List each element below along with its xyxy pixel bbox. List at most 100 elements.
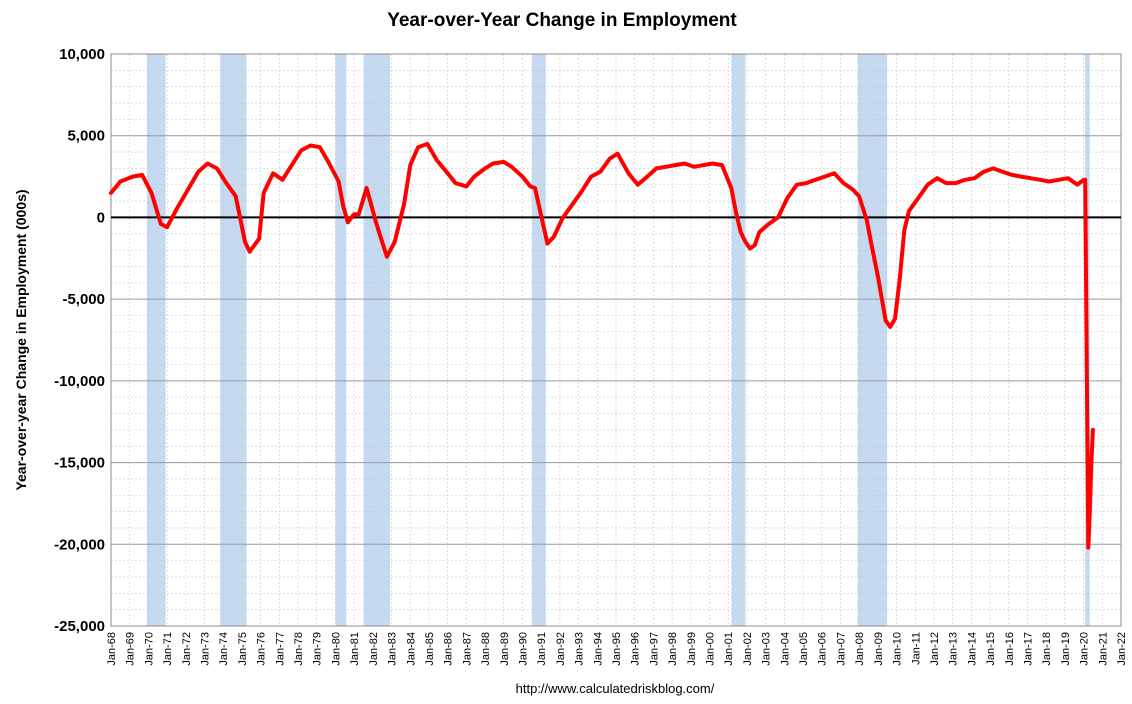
data-point [342, 205, 345, 207]
data-point [353, 213, 355, 215]
data-point [300, 149, 302, 152]
data-point [562, 216, 564, 219]
x-tick-label: Jan-82 [368, 632, 380, 666]
data-point [870, 244, 873, 247]
x-tick-label: Jan-72 [181, 632, 193, 666]
recession-band [220, 54, 247, 626]
y-tick-label: 0 [97, 209, 105, 226]
data-point [552, 236, 555, 238]
data-point [590, 175, 592, 178]
data-point [908, 210, 910, 212]
y-tick-label: -20,000 [54, 536, 105, 553]
data-point [744, 241, 747, 243]
data-point [473, 175, 475, 178]
data-point [858, 195, 860, 197]
data-point [309, 144, 312, 147]
x-tick-label: Jan-85 [424, 632, 436, 666]
data-point [166, 226, 168, 229]
x-tick-label: Jan-80 [330, 632, 342, 666]
y-axis-label: Year-over-year Change in Employment (000… [13, 189, 29, 490]
x-tick-label: Jan-06 [817, 632, 829, 666]
x-tick-label: Jan-09 [873, 632, 885, 666]
x-tick-label: Jan-84 [405, 632, 417, 666]
data-point [409, 164, 412, 166]
data-point [894, 317, 896, 320]
data-point [1090, 461, 1093, 464]
data-point [291, 164, 293, 166]
data-point [739, 231, 742, 233]
x-tick-label: Jan-83 [387, 632, 399, 666]
x-tick-label: Jan-86 [443, 632, 455, 666]
data-point [637, 183, 639, 186]
x-tick-label: Jan-14 [966, 632, 978, 666]
recession-band [335, 54, 347, 626]
data-point [1001, 170, 1004, 173]
data-point [521, 175, 524, 178]
data-point [502, 161, 505, 163]
data-point [492, 162, 494, 165]
data-point [1084, 179, 1086, 181]
data-point [328, 162, 331, 165]
x-tick-label: Jan-17 [1022, 632, 1034, 666]
recession-band [857, 54, 888, 626]
data-point [796, 183, 798, 186]
data-point [1087, 546, 1090, 549]
data-point [347, 221, 349, 224]
data-point [225, 182, 228, 184]
data-point [1039, 179, 1041, 181]
data-point [608, 157, 611, 160]
data-point [119, 180, 122, 183]
data-point [842, 182, 845, 184]
x-tick-label: Jan-21 [1097, 632, 1109, 666]
data-point [141, 174, 143, 176]
data-point [454, 182, 457, 184]
recession-band [531, 54, 546, 626]
data-point [616, 152, 619, 155]
x-tick-label: Jan-07 [835, 632, 847, 666]
x-tick-label: Jan-71 [162, 632, 174, 666]
source-url: http://www.calculatedriskblog.com/ [516, 681, 715, 696]
data-point [1082, 179, 1085, 181]
data-point [753, 244, 756, 247]
data-point [484, 167, 486, 170]
data-point [1020, 175, 1023, 178]
x-tick-label: Jan-04 [779, 632, 791, 666]
data-point [393, 241, 396, 243]
data-point [655, 167, 658, 170]
data-point [206, 162, 209, 165]
x-tick-label: Jan-03 [761, 632, 773, 666]
x-tick-label: Jan-02 [742, 632, 754, 666]
data-point [529, 185, 532, 188]
data-point [132, 175, 134, 178]
x-tick-label: Jan-22 [1116, 632, 1128, 666]
x-tick-label: Jan-93 [574, 632, 586, 666]
data-point [805, 182, 807, 184]
data-point [510, 165, 513, 168]
chart-title: Year-over-Year Change in Employment [387, 10, 737, 31]
data-point [175, 208, 178, 211]
data-point [964, 179, 966, 181]
data-point [417, 146, 419, 148]
x-tick-label: Jan-19 [1060, 632, 1072, 666]
data-point [903, 229, 906, 232]
x-tick-label: Jan-88 [480, 632, 492, 666]
x-tick-label: Jan-75 [237, 632, 249, 666]
data-point [540, 214, 542, 217]
data-point [110, 192, 112, 194]
y-tick-label: -10,000 [54, 373, 105, 390]
data-point [683, 162, 686, 165]
x-tick-label: Jan-99 [686, 632, 698, 666]
data-point [337, 180, 340, 183]
x-tick-label: Jan-78 [293, 632, 305, 666]
data-point [160, 223, 162, 225]
plot-area: 10,000 5,000 0 -5,000 -10,000 -15,000 -20,000 -… [54, 46, 1128, 666]
data-point [403, 203, 405, 206]
data-point [386, 255, 388, 258]
data-point [936, 177, 938, 180]
data-point [627, 172, 630, 175]
data-point [465, 185, 468, 188]
data-point [534, 187, 536, 189]
data-point [866, 219, 868, 222]
x-tick-label: Jan-20 [1079, 632, 1091, 666]
